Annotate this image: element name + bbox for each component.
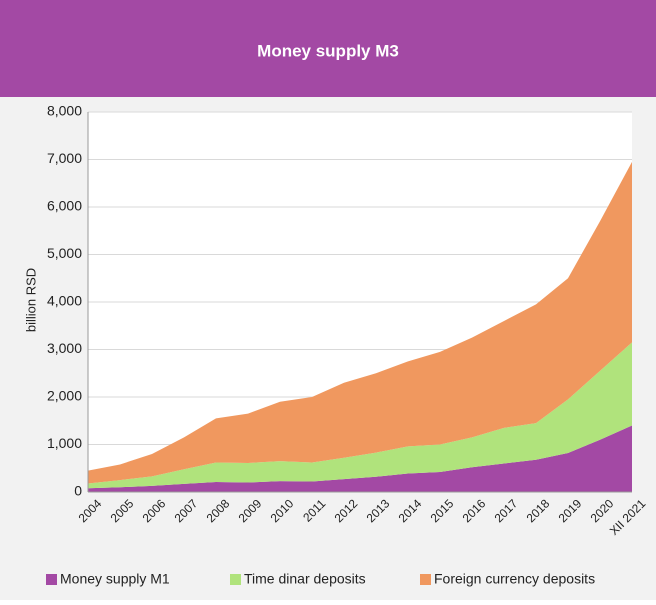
legend-swatch	[46, 574, 57, 585]
area	[88, 342, 632, 489]
y-axis-label: billion RSD	[23, 268, 38, 332]
y-tick-label: 5,000	[47, 245, 82, 261]
area	[88, 425, 632, 492]
y-tick-label: 3,000	[47, 340, 82, 356]
y-tick-label: 1,000	[47, 435, 82, 451]
legend-label: Time dinar deposits	[244, 571, 366, 587]
y-tick-label: 8,000	[47, 103, 82, 119]
y-tick-label: 4,000	[47, 293, 82, 309]
legend-label: Money supply M1	[60, 571, 170, 587]
chart-title: Money supply M3	[257, 41, 399, 60]
legend-label: Foreign currency deposits	[434, 571, 595, 587]
legend-swatch	[230, 574, 241, 585]
area	[88, 161, 632, 484]
header	[0, 0, 656, 97]
y-tick-label: 0	[74, 483, 82, 499]
y-tick-label: 6,000	[47, 198, 82, 214]
y-tick-label: 7,000	[47, 150, 82, 166]
y-tick-label: 2,000	[47, 388, 82, 404]
legend-swatch	[420, 574, 431, 585]
